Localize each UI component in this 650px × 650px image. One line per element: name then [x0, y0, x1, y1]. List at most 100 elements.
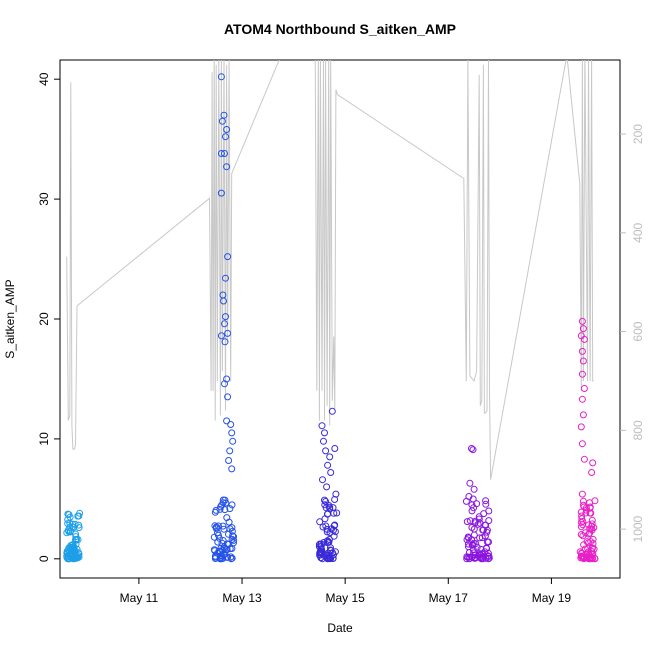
secondary-line-layer [66, 60, 594, 480]
data-point [579, 357, 587, 365]
axes-layer: May 11 May 13 May 15 May 17 May 19 0 10 20 30 40 2… [37, 72, 645, 605]
data-point [221, 320, 228, 328]
data-point [229, 532, 237, 540]
data-point [315, 543, 323, 551]
data-point [470, 485, 478, 493]
data-point [212, 525, 220, 533]
data-point [225, 518, 233, 526]
data-point [578, 370, 586, 378]
data-point [211, 552, 219, 560]
x-tick-label: May 17 [429, 591, 469, 605]
plot-frame [59, 59, 621, 579]
data-point [586, 499, 594, 507]
data-point [475, 515, 483, 523]
secondary-series-line [66, 60, 594, 480]
data-point [317, 554, 325, 562]
y-tick-label: 10 [37, 432, 51, 446]
data-point [578, 490, 586, 498]
data-point [68, 554, 76, 562]
data-point [222, 313, 229, 321]
data-point [323, 483, 331, 491]
data-point [464, 533, 472, 541]
data-point [468, 445, 475, 452]
data-point [210, 546, 218, 554]
data-point [464, 553, 472, 561]
y2-tick-label: 200 [631, 124, 645, 144]
data-point [63, 529, 71, 537]
data-point [222, 499, 230, 507]
data-point [226, 447, 234, 455]
data-point [591, 554, 599, 562]
data-point [579, 325, 587, 333]
y-tick-label: 0 [37, 555, 51, 562]
data-point [225, 540, 233, 548]
series-1 [63, 509, 84, 563]
data-point [477, 545, 485, 553]
chart-title: ATOM4 Northbound S_aitken_AMP [224, 21, 456, 37]
data-point [329, 554, 337, 562]
data-point [317, 545, 325, 553]
data-point [331, 528, 339, 536]
x-tick-label: May 13 [222, 591, 262, 605]
data-point [217, 332, 225, 340]
data-point [580, 455, 588, 463]
data-point [578, 550, 586, 557]
x-tick-label: May 15 [325, 591, 365, 605]
data-point [483, 528, 491, 536]
data-point [328, 407, 336, 415]
data-point [588, 522, 596, 530]
data-point [219, 537, 227, 544]
data-point [223, 126, 231, 133]
data-point [219, 522, 227, 530]
data-point [462, 497, 470, 505]
data-point [578, 395, 586, 403]
data-point [326, 453, 334, 461]
data-point [216, 505, 224, 513]
data-point [224, 329, 232, 337]
data-point [579, 411, 587, 419]
data-point [230, 533, 237, 541]
y-tick-label: 40 [37, 72, 51, 86]
data-point [482, 497, 490, 505]
data-point [228, 501, 236, 509]
data-point [485, 507, 493, 515]
data-point [320, 437, 327, 445]
points-layer [63, 73, 599, 563]
data-point [217, 73, 225, 81]
data-point [588, 469, 596, 476]
data-point [485, 517, 493, 525]
data-point [587, 538, 595, 546]
x-tick-label: May 11 [120, 591, 159, 605]
y2-tick-label: 400 [631, 222, 645, 242]
data-point [218, 501, 226, 509]
series-3 [315, 407, 341, 563]
data-point [224, 253, 232, 261]
data-point [321, 496, 328, 504]
data-point [220, 297, 227, 305]
data-point [70, 523, 78, 531]
data-point [225, 457, 233, 464]
data-point [323, 525, 331, 533]
data-point [221, 380, 228, 388]
data-point [576, 548, 584, 556]
y2-tick-label: 600 [631, 321, 645, 341]
data-point [325, 502, 333, 509]
data-point [578, 347, 586, 355]
data-point [217, 150, 225, 157]
data-point [577, 518, 585, 526]
data-point [226, 505, 234, 513]
y2-tick-label: 800 [631, 420, 645, 440]
data-point [321, 501, 329, 509]
data-point [466, 479, 474, 487]
data-point [222, 133, 229, 141]
series-4 [462, 445, 493, 563]
data-point [221, 338, 229, 346]
data-point [577, 523, 585, 531]
data-point [463, 518, 471, 526]
data-point [478, 534, 486, 542]
data-point [322, 447, 330, 455]
data-point [72, 533, 80, 541]
y-tick-label: 30 [37, 192, 51, 206]
data-point [74, 512, 82, 520]
